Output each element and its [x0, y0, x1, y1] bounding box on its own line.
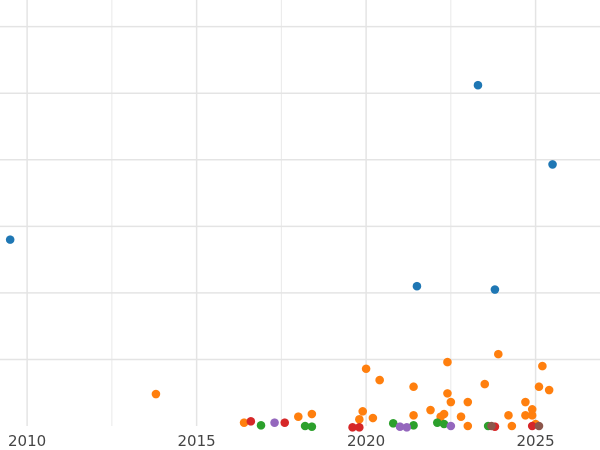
series-orange-point-11: [426, 405, 435, 415]
series-green-point-2: [307, 422, 317, 431]
series-brown-point-1: [534, 421, 544, 431]
series-orange-point-14: [443, 357, 452, 367]
series-orange-point-5: [358, 407, 368, 416]
series-purple-point-1: [395, 422, 405, 431]
series-orange-point-2: [294, 412, 303, 421]
series-orange-point-15: [443, 389, 452, 398]
series-orange-point-3: [307, 409, 317, 419]
series-orange-point-4: [355, 415, 364, 424]
series-green-point-1: [300, 421, 310, 431]
series-red-point-0: [246, 417, 256, 426]
series-blue-point-3: [490, 285, 500, 294]
series-orange-point-20: [480, 379, 490, 389]
series-orange-point-13: [439, 409, 449, 419]
series-brown-point-0: [487, 421, 496, 431]
series-orange-point-8: [375, 375, 384, 385]
series-green: [256, 418, 493, 431]
series-orange-point-22: [504, 411, 513, 420]
series-green-point-6: [439, 419, 449, 429]
series-red-point-3: [355, 423, 364, 432]
series-purple-point-3: [446, 421, 456, 431]
series-orange-point-21: [494, 349, 503, 359]
series-orange-point-9: [409, 411, 418, 420]
series-blue-point-0: [5, 235, 15, 244]
series-orange-point-28: [534, 382, 544, 392]
series-orange-point-26: [527, 411, 537, 420]
series-blue-point-1: [412, 281, 422, 291]
data-points: [5, 80, 557, 432]
x-tick-label-2025: 2025: [516, 432, 554, 450]
series-orange-point-7: [368, 413, 378, 423]
series-orange: [151, 349, 554, 431]
series-orange-point-19: [463, 421, 473, 431]
series-blue: [5, 80, 557, 294]
series-purple: [270, 418, 456, 432]
series-orange-point-23: [507, 421, 517, 431]
x-tick-label-2010: 2010: [8, 432, 46, 450]
series-orange-point-25: [521, 411, 530, 420]
x-tick-label-2015: 2015: [178, 432, 216, 450]
series-orange-point-10: [409, 382, 418, 392]
x-tick-label-2020: 2020: [347, 432, 385, 450]
series-orange-point-24: [521, 397, 530, 407]
series-orange-point-27: [527, 405, 537, 414]
grid: [0, 0, 600, 426]
series-orange-point-17: [456, 412, 466, 421]
series-orange-point-18: [463, 397, 473, 407]
series-green-point-5: [432, 418, 442, 427]
series-green-point-3: [388, 419, 398, 428]
series-red-point-5: [527, 421, 537, 431]
series-blue-point-2: [473, 80, 483, 90]
series-brown: [487, 421, 544, 431]
series-orange-point-30: [544, 385, 554, 395]
series-red-point-1: [280, 418, 290, 427]
series-red-point-2: [348, 423, 357, 432]
series-purple-point-2: [402, 423, 412, 432]
series-green-point-4: [409, 421, 418, 430]
x-axis-ticks: 2010 2015 2020 2025: [8, 432, 555, 450]
series-orange-point-29: [538, 361, 547, 371]
series-purple-point-0: [270, 418, 279, 427]
series-orange-point-1: [239, 418, 249, 427]
series-orange-point-6: [361, 364, 371, 374]
series-green-point-0: [256, 421, 266, 430]
series-blue-point-4: [548, 160, 557, 169]
series-orange-point-0: [151, 389, 161, 399]
series-orange-point-16: [446, 397, 456, 407]
